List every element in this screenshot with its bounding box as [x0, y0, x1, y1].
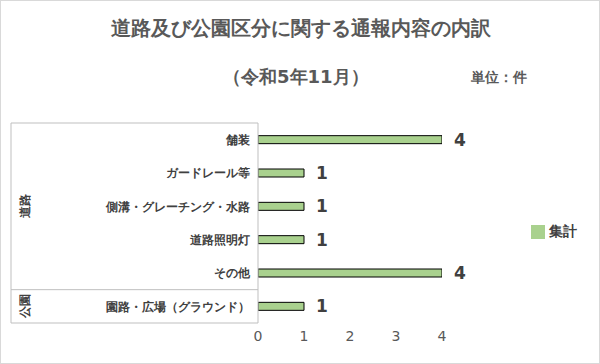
svg-text:3: 3 — [392, 328, 401, 344]
svg-text:1: 1 — [316, 196, 328, 216]
html-text:（令和5年11月）: （令和5年11月） — [223, 66, 369, 87]
svg-text:園路・広場（グラウンド）: 園路・広場（グラウンド） — [106, 300, 250, 314]
svg-text:道路照明灯: 道路照明灯 — [189, 233, 250, 247]
svg-text:道路: 道路 — [18, 193, 32, 219]
svg-text:1: 1 — [300, 328, 309, 344]
svg-text:側溝・グレーチング・水路: 側溝・グレーチング・水路 — [105, 200, 251, 214]
svg-text:1: 1 — [316, 296, 328, 316]
svg-text:0: 0 — [254, 328, 263, 344]
svg-text:1: 1 — [316, 230, 328, 250]
svg-text:ガードレール等: ガードレール等 — [166, 166, 250, 180]
svg-text:2: 2 — [346, 328, 355, 344]
html-text:集計: 集計 — [549, 223, 577, 239]
svg-text:1: 1 — [316, 163, 328, 183]
svg-text:4: 4 — [438, 328, 447, 344]
svg-text:公園: 公園 — [18, 294, 32, 319]
html-text:道路及び公園区分に関する通報内容の内訳: 道路及び公園区分に関する通報内容の内訳 — [111, 16, 491, 40]
svg-text:舗装: 舗装 — [225, 133, 251, 147]
html-text:単位：件: 単位：件 — [471, 69, 527, 85]
svg-text:4: 4 — [454, 263, 466, 283]
svg-text:4: 4 — [454, 130, 466, 150]
svg-text:その他: その他 — [214, 266, 251, 280]
